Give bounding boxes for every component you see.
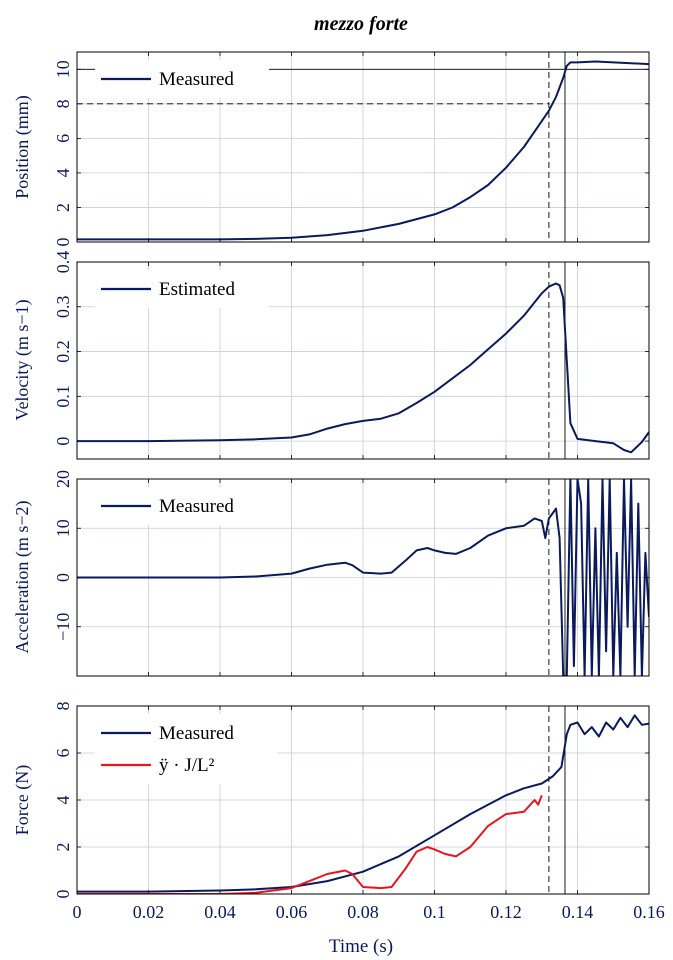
legend-label: Measured <box>159 723 234 744</box>
chart-panel-4: 0 2 4 6 8 0 0.02 0.04 0.06 0.08 0.1 0.12 0.14 0.16 For… <box>12 702 665 923</box>
y-axis-label: Acceleration (m s−2) <box>12 500 33 653</box>
plot-frame <box>76 478 650 677</box>
legend: Measured ÿ · J/L² <box>95 714 277 784</box>
x-tick-label: 0.06 <box>276 902 308 922</box>
figure-title: mezzo forte <box>314 13 408 35</box>
chart-panel-3: −10 0 10 20 Acceleration (m s−2) Measured <box>12 470 650 677</box>
series-line-1 <box>77 714 649 893</box>
series-line-1 <box>77 60 649 241</box>
legend-label: Measured <box>159 69 234 90</box>
y-tick-label: 2 <box>53 203 73 212</box>
x-axis-label: Time (s) <box>329 936 393 957</box>
y-axis-label: Position (mm) <box>12 95 33 199</box>
legend: Measured <box>95 487 269 525</box>
legend-label: ÿ · J/L² <box>159 755 215 776</box>
y-tick-label: 0.1 <box>53 385 73 408</box>
legend: Measured <box>95 60 269 98</box>
y-tick-label: 4 <box>53 168 73 177</box>
x-tick-label: 0.14 <box>562 902 594 922</box>
plot-frame <box>76 51 650 243</box>
y-tick-label: −10 <box>53 613 73 641</box>
y-tick-label: 0.2 <box>53 340 73 363</box>
y-tick-label: 0.4 <box>53 251 73 274</box>
y-axis-label: Force (N) <box>12 765 33 835</box>
x-tick-label: 0.1 <box>423 902 446 922</box>
y-axis-label: Velocity (m s−1) <box>12 299 33 420</box>
series-line-1 <box>77 282 649 454</box>
chart-panel-1: 0 2 4 6 8 10 Position (mm) Measured <box>12 51 650 247</box>
y-tick-label: 20 <box>53 470 73 488</box>
y-tick-label: 0 <box>53 437 73 446</box>
y-tick-label: 10 <box>53 60 73 78</box>
plot-frame <box>76 705 650 895</box>
y-tick-label: 0 <box>53 573 73 582</box>
plot-frame <box>76 261 650 460</box>
y-tick-label: 10 <box>53 519 73 537</box>
panels: 0 2 4 6 8 10 Position (mm) Measured 0 0.1 0.2 0.3 0.… <box>12 51 665 923</box>
x-tick-label: 0.12 <box>490 902 522 922</box>
y-tick-label: 8 <box>53 99 73 108</box>
series-line-2 <box>77 794 543 894</box>
legend-label: Estimated <box>159 279 235 300</box>
y-tick-label: 6 <box>53 749 73 758</box>
chart-panel-2: 0 0.1 0.2 0.3 0.4 Velocity (m s−1) Estimated <box>12 251 650 460</box>
y-tick-label: 2 <box>53 843 73 852</box>
x-tick-label: 0.08 <box>347 902 379 922</box>
y-tick-label: 6 <box>53 134 73 143</box>
legend: Estimated <box>95 270 269 308</box>
legend-box <box>95 714 277 784</box>
x-tick-label: 0.16 <box>633 902 665 922</box>
series-line-1 <box>77 479 649 676</box>
x-tick-label: 0.04 <box>204 902 236 922</box>
y-tick-label: 4 <box>53 796 73 805</box>
y-tick-label: 0 <box>53 238 73 247</box>
x-tick-label: 0.02 <box>133 902 165 922</box>
y-tick-label: 8 <box>53 702 73 711</box>
legend-label: Measured <box>159 496 234 517</box>
y-tick-label: 0.3 <box>53 296 73 319</box>
x-tick-label: 0 <box>73 902 82 922</box>
y-tick-label: 0 <box>53 890 73 899</box>
